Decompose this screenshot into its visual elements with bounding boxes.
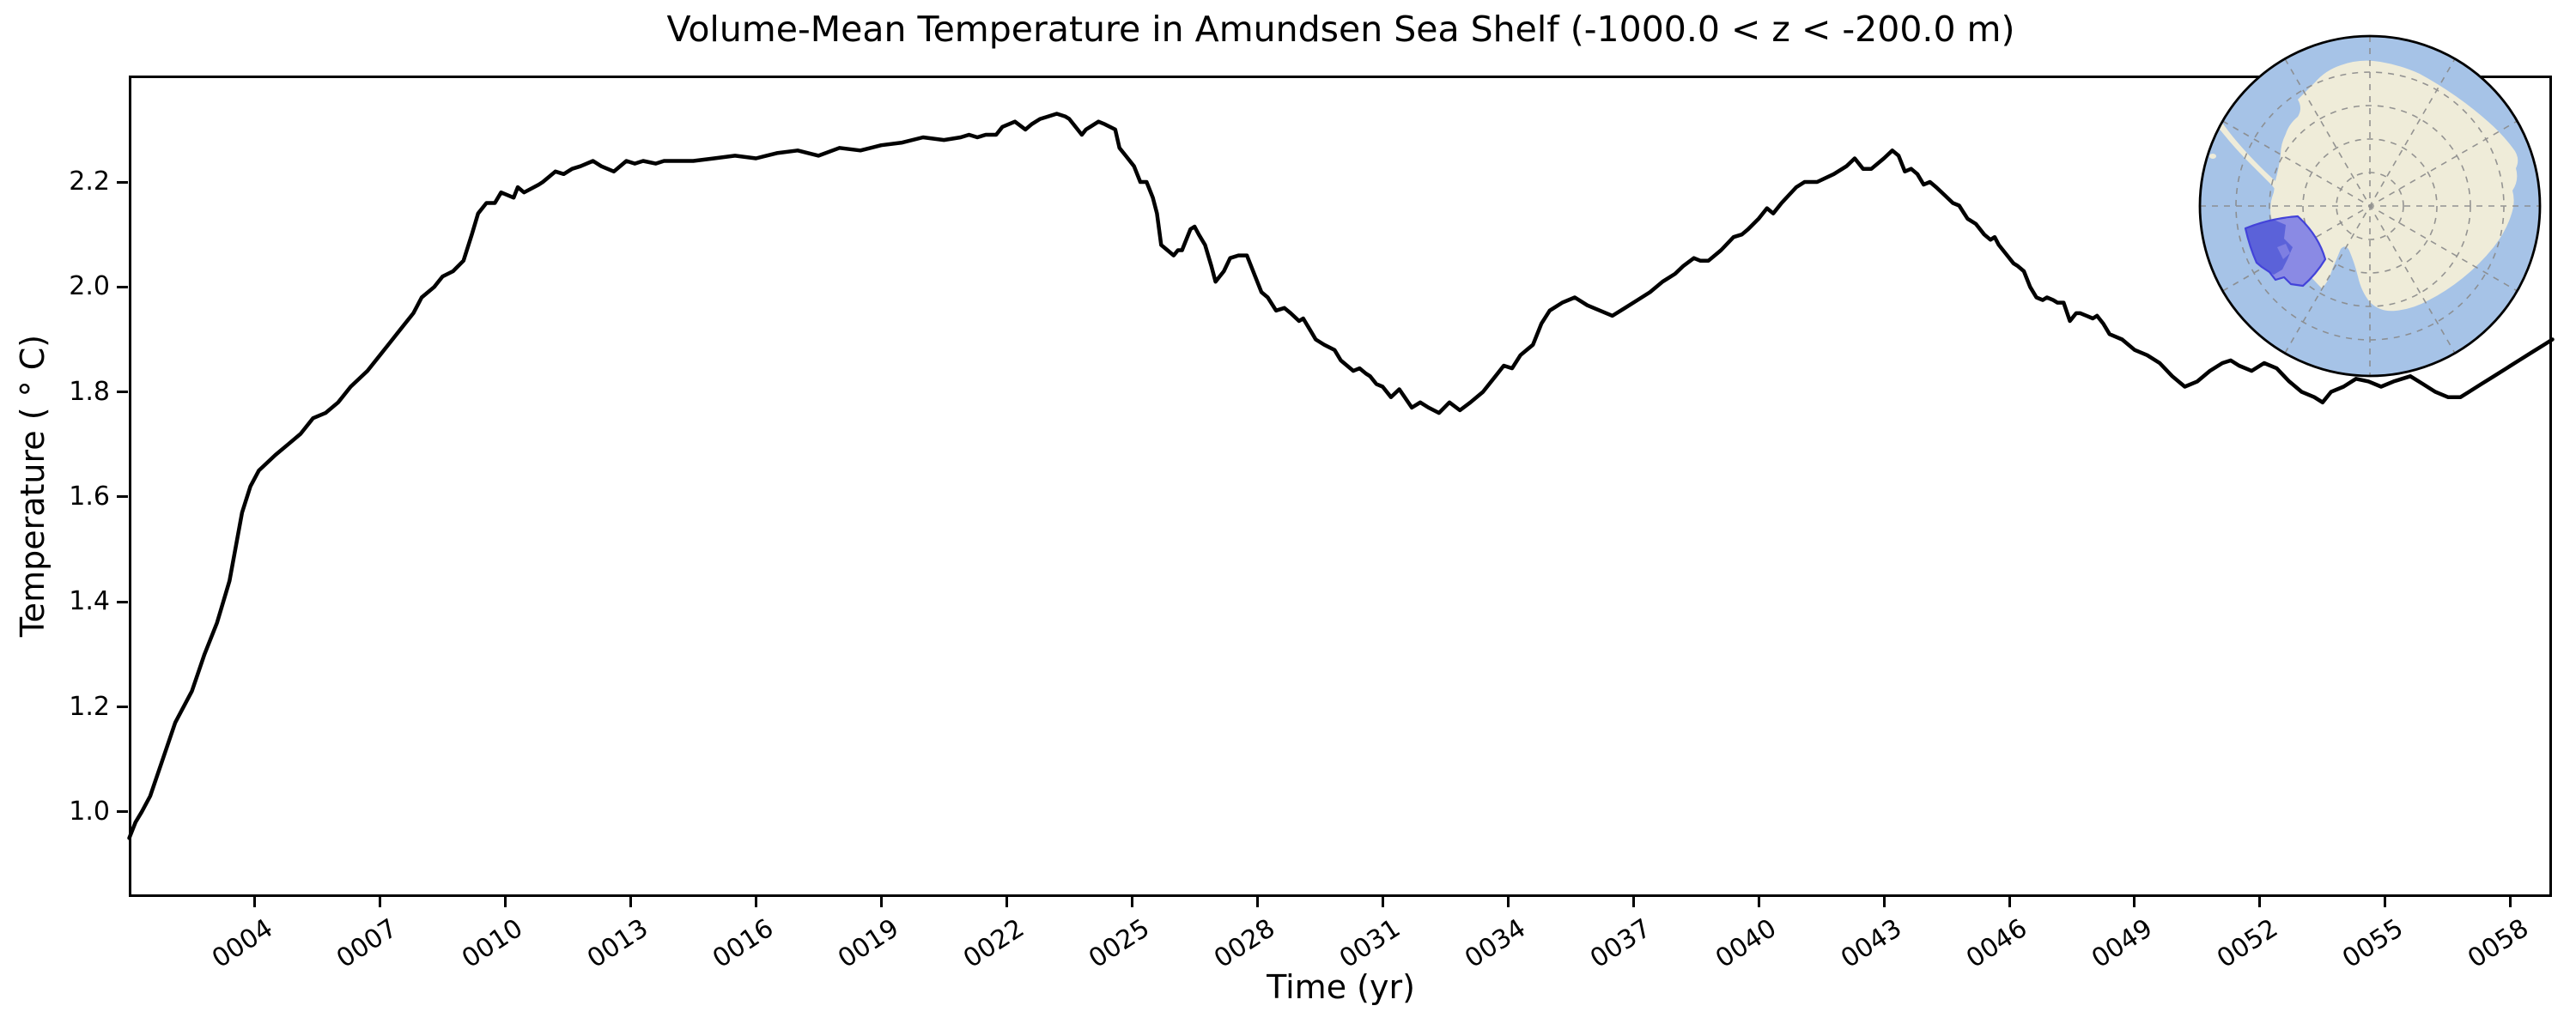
x-tick-label: 0013: [582, 913, 654, 974]
amundsen-region-outline: [2244, 215, 2327, 288]
x-tick-mark: [629, 896, 632, 907]
x-tick-mark: [1255, 896, 1259, 907]
x-tick-mark: [2509, 896, 2512, 907]
island: [2209, 154, 2216, 159]
x-tick-label: 0007: [331, 913, 404, 974]
y-tick-label: 1.0: [69, 796, 110, 827]
y-tick-mark: [117, 600, 128, 603]
x-tick-mark: [1506, 896, 1510, 907]
x-tick-label: 0055: [2336, 913, 2409, 974]
y-tick-mark: [117, 391, 128, 394]
y-tick-label: 1.6: [69, 481, 110, 512]
y-tick-label: 2.2: [69, 167, 110, 197]
x-tick-label: 0040: [1710, 913, 1783, 974]
x-tick-mark: [1381, 896, 1384, 907]
y-tick-label: 1.8: [69, 376, 110, 407]
x-tick-label: 0034: [1460, 913, 1532, 974]
x-tick-label: 0025: [1084, 913, 1156, 974]
x-tick-label: 0046: [1960, 913, 2033, 974]
y-tick-label: 2.0: [69, 271, 110, 302]
x-tick-mark: [503, 896, 507, 907]
x-tick-mark: [2008, 896, 2011, 907]
x-tick-mark: [2133, 896, 2136, 907]
x-tick-label: 0028: [1209, 913, 1281, 974]
x-tick-label: 0058: [2462, 913, 2534, 974]
x-tick-mark: [1005, 896, 1008, 907]
x-tick-label: 0010: [457, 913, 529, 974]
amundsen-region-ice-patch: [2277, 244, 2290, 259]
inset-rim: [2198, 34, 2542, 378]
x-tick-mark: [2384, 896, 2387, 907]
x-tick-mark: [754, 896, 757, 907]
y-tick-mark: [117, 180, 128, 184]
x-tick-mark: [1882, 896, 1886, 907]
y-tick-label: 1.4: [69, 586, 110, 617]
x-tick-mark: [1130, 896, 1133, 907]
x-tick-mark: [378, 896, 381, 907]
x-tick-label: 0031: [1334, 913, 1406, 974]
amundsen-region-ocean-part: [2245, 220, 2293, 275]
x-tick-label: 0022: [958, 913, 1030, 974]
x-tick-mark: [879, 896, 883, 907]
x-tick-label: 0016: [708, 913, 780, 974]
island: [2202, 136, 2212, 142]
x-tick-mark: [2258, 896, 2262, 907]
x-tick-label: 0037: [1585, 913, 1657, 974]
antarctica-mainland: [2270, 60, 2518, 312]
y-tick-mark: [117, 706, 128, 708]
y-tick-mark: [117, 285, 128, 288]
x-tick-label: 0049: [2086, 913, 2159, 974]
x-tick-label: 0004: [206, 913, 278, 974]
antarctica-inset-map: [2198, 34, 2542, 378]
y-tick-mark: [117, 810, 128, 814]
x-tick-mark: [1631, 896, 1635, 907]
chart-title: Volume-Mean Temperature in Amundsen Sea …: [666, 9, 2015, 50]
x-tick-label: 0019: [833, 913, 905, 974]
x-tick-mark: [253, 896, 256, 907]
x-tick-label: 0043: [1835, 913, 1908, 974]
y-tick-label: 1.2: [69, 691, 110, 722]
graticule: [2201, 37, 2539, 375]
x-axis-label: Time (yr): [1267, 968, 1415, 1006]
plot-area: [129, 76, 2552, 897]
x-tick-label: 0052: [2211, 913, 2283, 974]
x-tick-mark: [1757, 896, 1760, 907]
y-tick-mark: [117, 495, 128, 499]
